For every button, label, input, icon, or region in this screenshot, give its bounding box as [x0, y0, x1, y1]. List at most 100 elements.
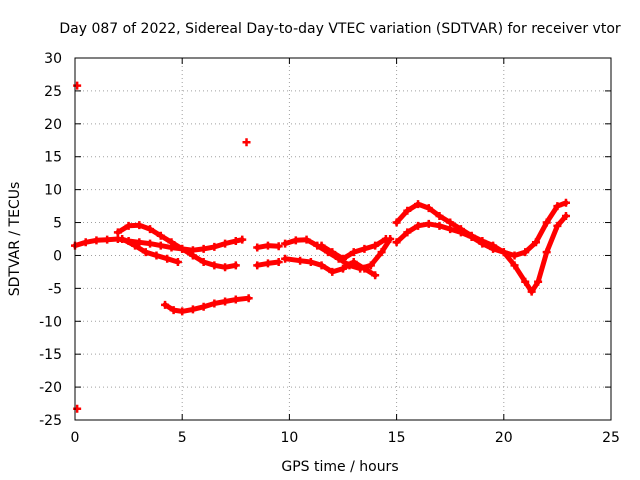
data-point	[542, 248, 551, 257]
data-point	[392, 238, 401, 247]
data-point	[221, 239, 230, 248]
series-line	[394, 201, 569, 295]
data-point	[199, 258, 208, 267]
data-point	[317, 241, 326, 250]
data-point	[274, 242, 283, 251]
data-point	[467, 233, 476, 242]
data-point	[253, 261, 262, 270]
data-point	[366, 261, 375, 270]
data-point	[73, 81, 82, 90]
data-point	[231, 295, 240, 304]
data-point	[199, 244, 208, 253]
data-point	[281, 254, 290, 263]
data-point	[146, 239, 155, 248]
data-point	[231, 236, 240, 245]
data-point	[173, 258, 182, 267]
data-point	[371, 241, 380, 250]
data-point	[135, 238, 144, 247]
data-point	[306, 258, 315, 267]
data-point	[152, 251, 161, 260]
data-point	[178, 244, 187, 253]
data-point	[238, 235, 247, 244]
data-point	[424, 204, 433, 213]
axes: 0 5 10 15 20 25 30 25 20 15 10 5 0 -5 -10 -15 -20 -25	[39, 51, 620, 446]
data-point	[103, 235, 112, 244]
y-tick-label: 15	[44, 150, 62, 166]
x-tick-label: 20	[495, 430, 513, 446]
data-point	[131, 241, 140, 250]
data-point	[328, 267, 337, 276]
data-point	[156, 231, 165, 240]
series-track-d	[161, 294, 253, 316]
data-point	[392, 218, 401, 227]
grid-lines	[75, 58, 611, 420]
data-point	[435, 221, 444, 230]
data-point	[435, 211, 444, 220]
y-tick-label: 0	[53, 248, 62, 264]
data-point	[263, 241, 272, 250]
data-point	[135, 221, 144, 230]
series-track-j	[392, 200, 570, 296]
data-point	[161, 300, 170, 309]
data-point	[210, 261, 219, 270]
data-point	[371, 271, 380, 280]
data-point	[534, 277, 543, 286]
series-isolated-1	[73, 81, 82, 90]
data-series	[71, 81, 570, 413]
data-point	[291, 236, 300, 245]
plot-frame	[74, 57, 612, 421]
y-tick-label: 20	[44, 117, 62, 133]
data-point	[531, 238, 540, 247]
data-point	[521, 248, 530, 257]
y-tick-label: -25	[39, 413, 62, 429]
x-tick-label: 0	[71, 430, 80, 446]
series-track-e	[253, 241, 283, 252]
y-tick-label: -20	[39, 380, 62, 396]
data-point	[510, 251, 519, 260]
data-point	[274, 258, 283, 267]
data-point	[146, 225, 155, 234]
data-point	[360, 244, 369, 253]
series-track-f	[253, 258, 283, 270]
data-point	[542, 218, 551, 227]
data-point	[317, 261, 326, 270]
data-point	[242, 138, 251, 147]
data-point	[456, 228, 465, 237]
data-point	[92, 236, 101, 245]
data-point	[296, 256, 305, 265]
data-point	[561, 198, 570, 207]
data-point	[489, 244, 498, 253]
series-track-k	[392, 198, 570, 260]
data-point	[302, 235, 311, 244]
data-point	[253, 243, 262, 252]
data-point	[414, 221, 423, 230]
data-point	[553, 202, 562, 211]
data-point	[360, 264, 369, 273]
data-point	[349, 248, 358, 257]
data-point	[339, 264, 347, 273]
data-point	[188, 305, 197, 314]
x-tick-label: 25	[602, 430, 620, 446]
y-tick-label: -15	[39, 347, 62, 363]
data-point	[73, 404, 82, 413]
data-point	[199, 302, 208, 311]
x-tick-label: 5	[178, 430, 187, 446]
series-track-h	[281, 254, 380, 280]
data-point	[281, 239, 290, 248]
data-point	[403, 206, 412, 215]
series-track-i	[317, 235, 390, 263]
data-point	[156, 241, 165, 250]
y-tick-label: 30	[44, 51, 62, 67]
data-point	[188, 251, 197, 260]
data-point	[221, 297, 230, 306]
y-tick-label: -10	[39, 314, 62, 330]
data-point	[169, 306, 178, 315]
data-point	[527, 287, 536, 296]
data-point	[446, 225, 455, 234]
data-point	[81, 238, 90, 247]
data-point	[521, 277, 530, 286]
data-point	[510, 261, 519, 270]
data-point	[403, 228, 412, 237]
data-point	[424, 219, 433, 228]
